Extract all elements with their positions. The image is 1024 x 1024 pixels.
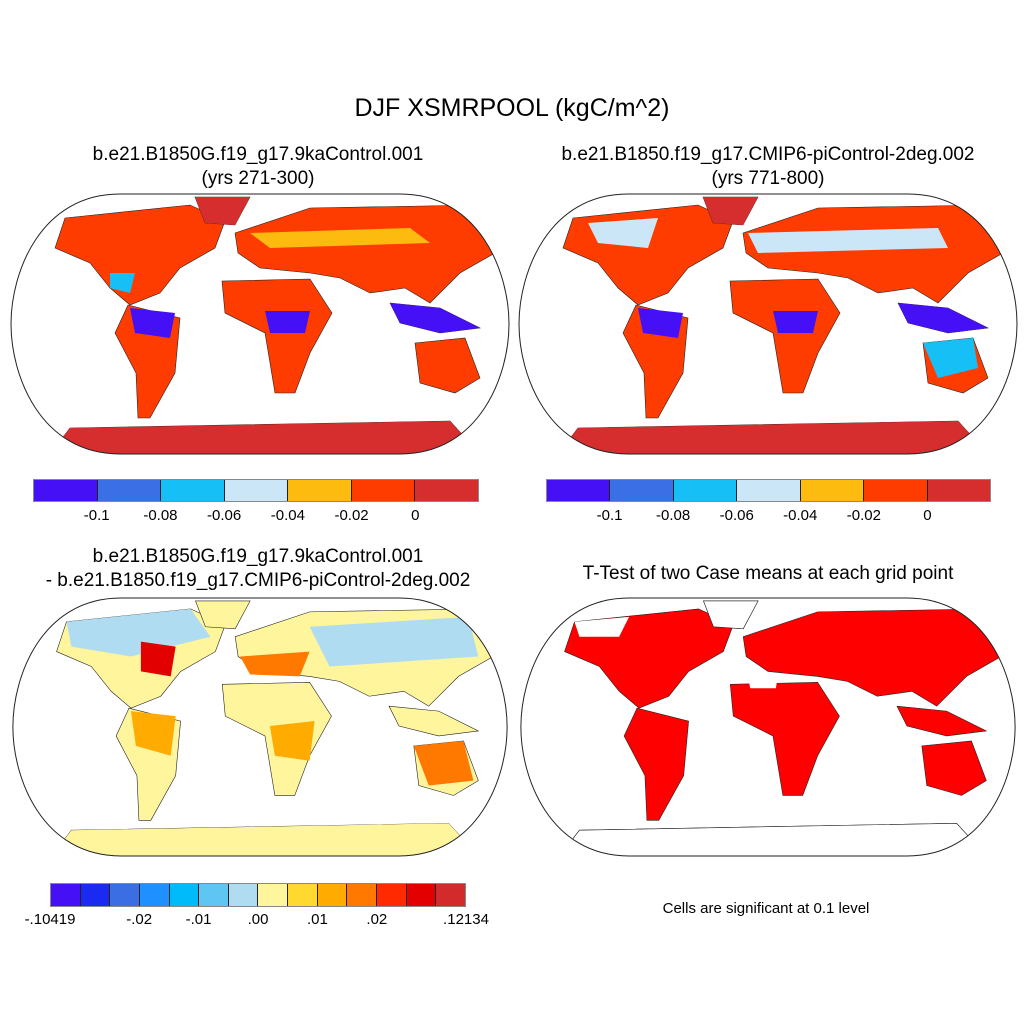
colorbar-swatch: [436, 884, 465, 906]
colorbar-swatch: [110, 884, 140, 906]
colorbar-tick-label: -0.04: [783, 507, 818, 524]
colorbar-swatch: [224, 480, 289, 501]
panel2-case-name: b.e21.B1850.f19_g17.CMIP6-piControl-2deg…: [561, 144, 975, 165]
colorbar-tick-label: .01: [306, 911, 328, 928]
colorbar-swatch: [139, 884, 170, 906]
colorbar-tick-label: -0.08: [143, 507, 178, 524]
map-difference: [12, 597, 508, 857]
panel4-title: T-Test of two Case means at each grid po…: [582, 563, 954, 584]
colorbar-swatch: [673, 480, 738, 501]
colorbar-swatch: [80, 884, 111, 906]
colorbar-swatch: [97, 480, 162, 501]
colorbar-tick-label: -0.1: [83, 507, 110, 524]
colorbar-swatch: [610, 480, 674, 501]
colorbar-swatch: [406, 884, 437, 906]
colorbar-tick-label: .02: [366, 911, 388, 928]
colorbar-swatch: [51, 884, 81, 906]
panel2-years: (yrs 771-800): [711, 168, 825, 189]
colorbar-swatch: [547, 480, 611, 501]
colorbar-swatch: [288, 884, 318, 906]
colorbar-tick-label: -0.02: [334, 507, 369, 524]
panel3-minus-case: - b.e21.B1850.f19_g17.CMIP6-piControl-2d…: [45, 570, 471, 591]
significance-note: Cells are significant at 0.1 level: [662, 900, 870, 917]
colorbar-swatch: [927, 480, 990, 501]
panel1-title: b.e21.B1850G.f19_g17.9kaControl.001 (yrs…: [93, 143, 424, 191]
colorbar-difference: [50, 883, 466, 907]
colorbar-tick-label: 0: [923, 507, 932, 524]
colorbar-tick-label: -0.06: [207, 507, 242, 524]
colorbar-swatch: [737, 480, 801, 501]
colorbar-tick-label: -0.1: [596, 507, 623, 524]
panel2-title: b.e21.B1850.f19_g17.CMIP6-piControl-2deg…: [561, 143, 974, 191]
colorbar-swatch: [377, 884, 407, 906]
colorbar-swatch: [228, 884, 259, 906]
panel3-title: b.e21.B1850G.f19_g17.9kaControl.001 - b.…: [46, 545, 471, 593]
colorbar-swatch: [317, 884, 348, 906]
colorbar-tick-label: -0.06: [719, 507, 754, 524]
colorbar-tick-label: -0.02: [846, 507, 881, 524]
colorbar-tick-label: -0.08: [656, 507, 691, 524]
map-case2: [518, 193, 1018, 455]
colorbar-swatch: [347, 884, 378, 906]
figure-title: DJF XSMRPOOL (kgC/m^2): [354, 94, 670, 122]
colorbar-swatch: [800, 480, 865, 501]
colorbar-swatch: [34, 480, 98, 501]
colorbar-swatch: [199, 884, 229, 906]
panel1-case-name: b.e21.B1850G.f19_g17.9kaControl.001: [92, 144, 424, 165]
colorbar-swatch: [351, 480, 416, 501]
colorbar-tick-label: .12134: [443, 911, 489, 928]
colorbar-swatch: [864, 480, 928, 501]
colorbar-tick-label: -.10419: [24, 911, 76, 928]
map-ttest-significance: [520, 597, 1016, 857]
map-case1: [10, 193, 510, 455]
colorbar-case2: [546, 479, 991, 502]
colorbar-swatch: [288, 480, 352, 501]
colorbar-swatch: [161, 480, 225, 501]
colorbar-tick-label: .00: [247, 911, 269, 928]
colorbar-tick-label: -.02: [126, 911, 153, 928]
colorbar-swatch: [169, 884, 200, 906]
colorbar-swatch: [258, 884, 289, 906]
colorbar-tick-label: -.01: [185, 911, 212, 928]
panel1-years: (yrs 271-300): [201, 168, 315, 189]
colorbar-case1: [33, 479, 479, 502]
colorbar-tick-label: -0.04: [270, 507, 305, 524]
panel3-case-name: b.e21.B1850G.f19_g17.9kaControl.001: [92, 546, 424, 567]
colorbar-tick-label: 0: [411, 507, 420, 524]
colorbar-swatch: [415, 480, 479, 501]
